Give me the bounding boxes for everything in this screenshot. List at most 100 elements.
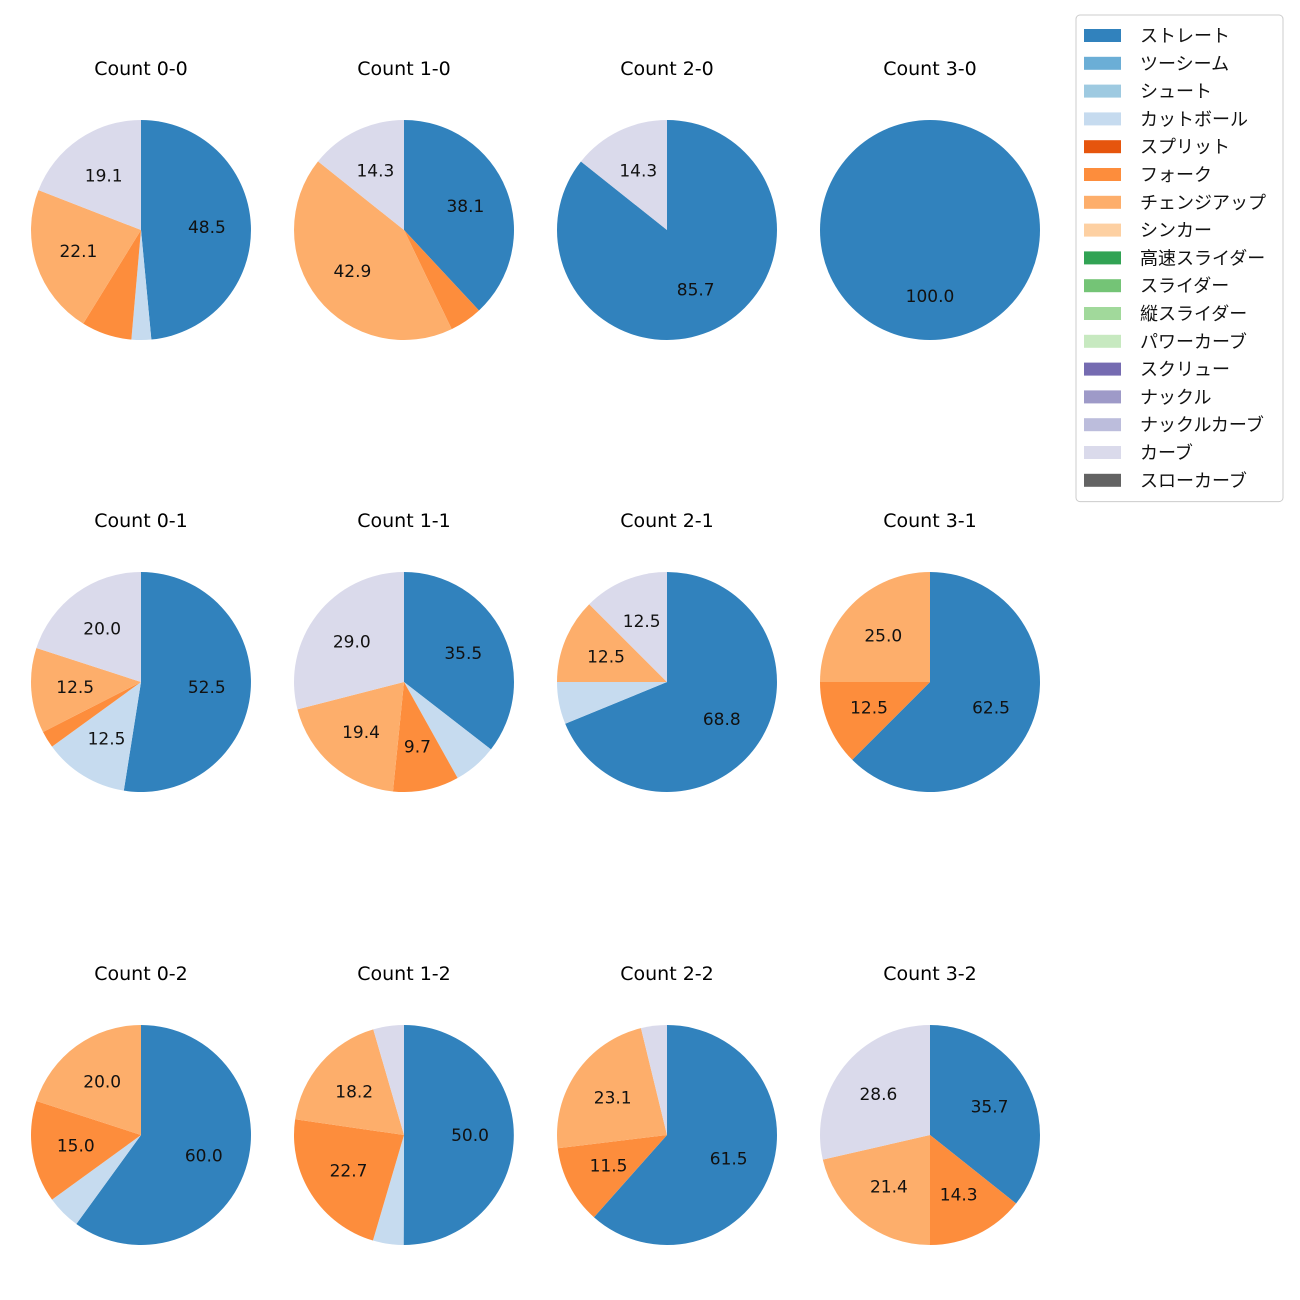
legend-label: フォーク xyxy=(1140,165,1212,186)
pie-slice xyxy=(295,1029,404,1135)
pie-slice xyxy=(293,1119,404,1241)
pie-title: Count 2-0 xyxy=(620,58,714,80)
legend-swatch xyxy=(1084,418,1121,432)
slice-percent-label: 12.5 xyxy=(623,612,661,632)
slice-percent-label: 18.2 xyxy=(335,1083,373,1103)
legend-label: スクリュー xyxy=(1140,360,1230,381)
slice-percent-label: 38.1 xyxy=(446,197,484,217)
slice-percent-label: 68.8 xyxy=(703,710,741,730)
pie-title: Count 3-1 xyxy=(883,510,977,532)
pie-title: Count 2-2 xyxy=(620,963,714,985)
pie-slice xyxy=(565,572,777,792)
legend-swatch xyxy=(1084,446,1121,459)
slice-percent-label: 14.3 xyxy=(356,162,394,182)
pie-slice xyxy=(141,120,251,340)
slice-percent-label: 19.4 xyxy=(342,723,380,743)
legend-label: 高速スライダー xyxy=(1140,248,1265,269)
pie-chart: Count 3-0 100.0 xyxy=(820,58,1040,340)
slice-percent-label: 15.0 xyxy=(57,1136,95,1156)
pie-slice xyxy=(557,1028,667,1149)
pie-title: Count 3-2 xyxy=(883,963,977,985)
slice-percent-label: 22.7 xyxy=(330,1162,368,1182)
pie-slice xyxy=(580,119,667,230)
slice-percent-label: 21.4 xyxy=(870,1178,908,1198)
pie-chart: Count 3-2 35.7 14.3 21.4 28.6 xyxy=(819,963,1040,1245)
pie-slice xyxy=(372,1135,404,1245)
legend: ストレートツーシームシュートカットボールスプリットフォークチェンジアップシンカー… xyxy=(1075,14,1284,503)
slice-percent-label: 12.5 xyxy=(56,678,94,698)
pie-slice xyxy=(557,120,778,340)
slice-percent-label: 61.5 xyxy=(710,1149,748,1169)
pie-slice xyxy=(404,230,479,330)
slice-percent-label: 12.5 xyxy=(88,729,126,749)
legend-swatch xyxy=(1084,29,1121,42)
pie-slice xyxy=(318,120,404,230)
pie-slice xyxy=(404,120,515,311)
pie-slice xyxy=(640,1025,667,1135)
pie-chart: Count 2-0 85.7 14.3 xyxy=(557,58,778,340)
legend-label: スライダー xyxy=(1140,276,1229,297)
legend-label: カーブ xyxy=(1140,442,1193,464)
pie-chart: Count 0-1 52.5 12.5 12.5 20.0 xyxy=(30,510,251,792)
pie-title: Count 2-1 xyxy=(620,510,714,532)
slice-percent-label: 12.5 xyxy=(850,698,888,718)
legend-swatch xyxy=(1084,56,1121,70)
pie-chart: Count 0-2 60.0 15.0 20.0 xyxy=(30,963,251,1246)
pie-slice xyxy=(404,682,491,779)
slice-percent-label: 100.0 xyxy=(906,287,955,307)
pie-title: Count 1-1 xyxy=(357,510,451,532)
pie-slice xyxy=(820,572,930,682)
pie-slice xyxy=(557,1135,667,1218)
slice-percent-label: 23.1 xyxy=(594,1088,632,1108)
pie-slice xyxy=(36,1025,141,1135)
legend-label: パワーカーブ xyxy=(1140,331,1247,353)
pie-slice xyxy=(294,572,404,710)
legend-label: ストレート xyxy=(1140,26,1230,47)
pie-slice xyxy=(52,682,142,791)
pie-slice xyxy=(83,230,141,340)
pie-chart: Count 2-2 61.5 11.5 23.1 xyxy=(557,963,778,1245)
pie-slice xyxy=(30,1101,141,1200)
legend-label: チェンジアップ xyxy=(1140,193,1266,214)
legend-swatch xyxy=(1084,168,1121,181)
slice-percent-label: 48.5 xyxy=(188,218,226,238)
slice-percent-label: 28.6 xyxy=(859,1085,897,1105)
pie-chart: Count 2-1 68.8 12.5 12.5 xyxy=(557,510,777,792)
slice-percent-label: 25.0 xyxy=(864,626,902,646)
pie-slice xyxy=(38,120,141,230)
pie-slice xyxy=(404,572,515,750)
pie-slice xyxy=(557,604,667,682)
pie-slice xyxy=(819,1025,930,1160)
slice-percent-label: 42.9 xyxy=(333,262,371,282)
pie-slice xyxy=(557,682,667,724)
pie-slice xyxy=(589,572,667,682)
legend-swatch xyxy=(1084,390,1121,404)
legend-swatch xyxy=(1084,112,1121,126)
legend-label: 縦スライダー xyxy=(1140,304,1247,325)
pie-slice xyxy=(852,572,1041,792)
legend-swatch xyxy=(1084,279,1121,293)
pie-slice xyxy=(297,682,404,792)
pie-chart: Count 1-1 35.5 9.7 19.4 29.0 xyxy=(294,510,515,792)
pie-slice xyxy=(820,682,930,760)
pie-chart: Count 1-0 38.1 42.9 14.3 xyxy=(294,58,515,341)
legend-label: ツーシーム xyxy=(1140,54,1229,75)
pie-chart: Count 0-0 48.5 22.1 19.1 xyxy=(30,58,251,340)
pie-slice xyxy=(930,1135,1017,1245)
slice-percent-label: 22.1 xyxy=(59,242,97,262)
slice-percent-label: 19.1 xyxy=(85,167,123,187)
slice-percent-label: 62.5 xyxy=(972,698,1010,718)
pie-slice xyxy=(42,682,141,747)
slice-percent-label: 14.3 xyxy=(619,162,657,182)
slice-percent-label: 85.7 xyxy=(677,281,715,301)
pie-slice xyxy=(36,572,141,682)
legend-swatch xyxy=(1084,84,1121,98)
legend-swatch xyxy=(1084,473,1121,487)
pie-title: Count 0-0 xyxy=(94,58,188,80)
legend-swatch xyxy=(1084,195,1121,209)
legend-swatch xyxy=(1084,307,1121,320)
pie-chart: Count 1-2 50.0 22.7 18.2 xyxy=(293,963,514,1246)
pie-slice xyxy=(52,1135,142,1224)
pie-slice xyxy=(294,161,452,341)
